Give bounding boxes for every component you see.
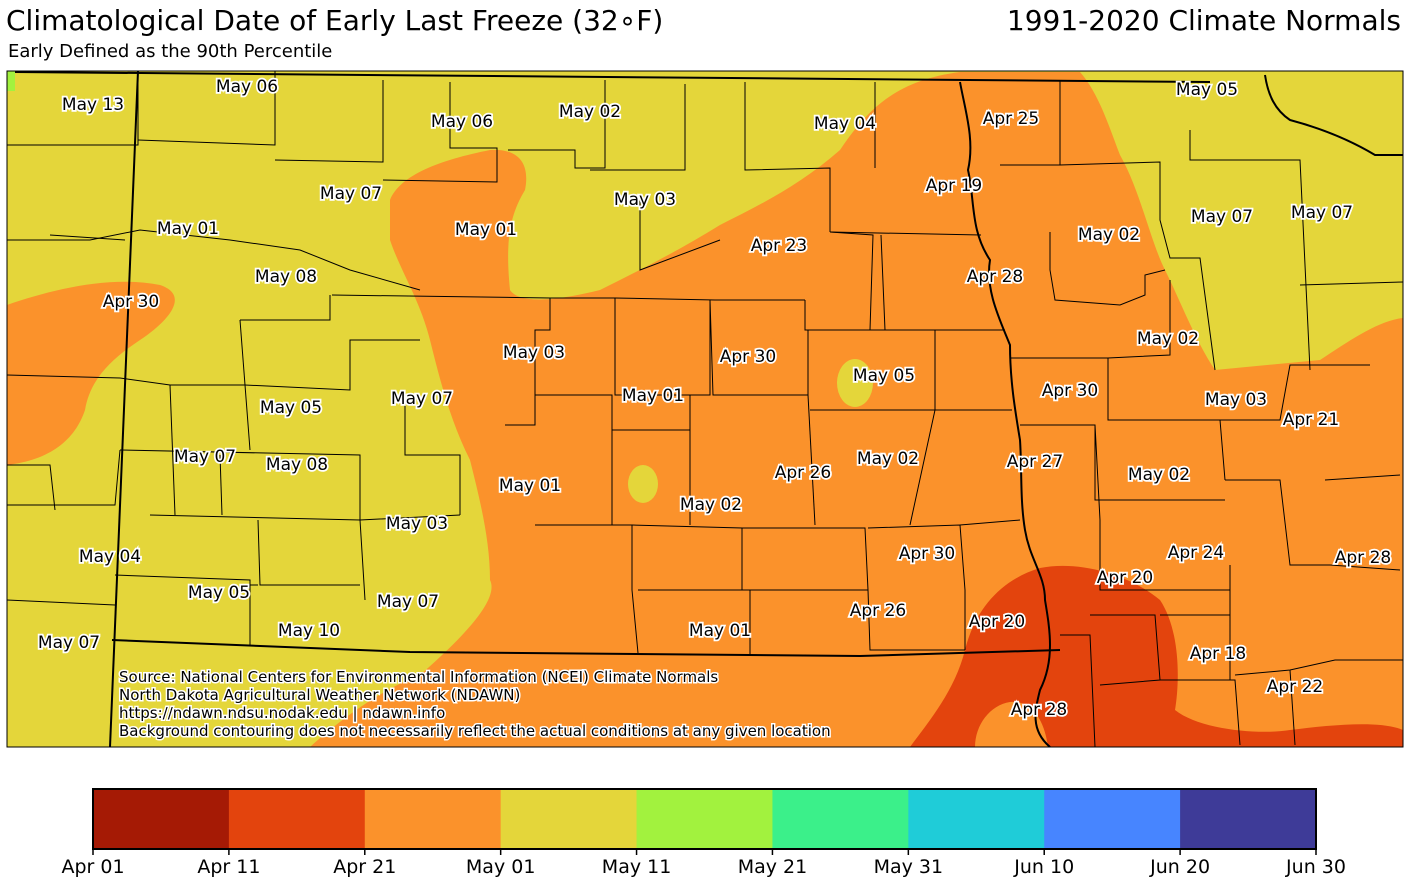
station-freeze-date-label: May 07 [1191, 207, 1253, 227]
station-freeze-date-label: May 01 [622, 386, 684, 406]
colorbar-bin [364, 789, 502, 849]
contour-apr21-may01-west [7, 281, 175, 465]
station-freeze-date-label: May 03 [1205, 390, 1267, 410]
source-line: North Dakota Agricultural Weather Networ… [119, 686, 520, 704]
colorbar-frame [92, 788, 1317, 850]
station-freeze-date-label: May 04 [814, 114, 876, 134]
colorbar-bin [1044, 789, 1181, 849]
source-line: https://ndawn.ndsu.nodak.edu | ndawn.inf… [119, 704, 445, 722]
colorbar-tick-label: Apr 01 [61, 856, 125, 878]
station-freeze-date-label: Apr 28 [1011, 700, 1067, 720]
station-freeze-date-label: May 07 [320, 184, 382, 204]
station-freeze-date-label: Apr 27 [1007, 452, 1063, 472]
station-freeze-date-label: May 08 [266, 455, 328, 475]
colorbar-bin [908, 789, 1045, 849]
station-freeze-date-label: May 03 [503, 343, 565, 363]
station-freeze-date-label: Apr 26 [850, 601, 906, 621]
colorbar-bin [1180, 789, 1317, 849]
station-freeze-date-label: Apr 19 [926, 176, 982, 196]
colorbar-tick-label: May 01 [465, 856, 536, 878]
station-freeze-date-label: Apr 30 [720, 347, 776, 367]
station-freeze-date-label: May 07 [38, 633, 100, 653]
station-freeze-date-label: Apr 28 [1335, 548, 1391, 568]
station-freeze-date-label: May 02 [680, 495, 742, 515]
station-freeze-date-label: May 01 [689, 621, 751, 641]
contour-apr11-apr21 [910, 565, 1403, 747]
colorbar-tick-label: Jun 20 [1150, 856, 1211, 878]
station-freeze-date-label: May 02 [857, 449, 919, 469]
station-freeze-date-label: Apr 30 [899, 544, 955, 564]
station-freeze-date-label: May 07 [1291, 203, 1353, 223]
station-freeze-date-label: May 08 [255, 267, 317, 287]
station-freeze-date-label: May 01 [499, 476, 561, 496]
station-freeze-date-label: May 02 [1137, 329, 1199, 349]
colorbar-tick-label: Apr 21 [333, 856, 397, 878]
station-freeze-date-label: Apr 24 [1168, 543, 1224, 563]
station-freeze-date-label: Apr 25 [983, 109, 1039, 129]
source-line: Background contouring does not necessari… [119, 722, 831, 740]
station-freeze-date-label: May 05 [260, 398, 322, 418]
county-boundaries [7, 71, 1403, 747]
station-freeze-date-label: May 06 [431, 112, 493, 132]
station-freeze-date-label: May 07 [377, 592, 439, 612]
station-freeze-date-label: May 05 [188, 583, 250, 603]
station-freeze-date-label: Apr 20 [969, 612, 1025, 632]
station-freeze-date-label: May 02 [1128, 465, 1190, 485]
map-frame [6, 70, 1404, 748]
station-freeze-date-label: Apr 18 [1190, 644, 1246, 664]
station-freeze-date-label: Apr 20 [1097, 568, 1153, 588]
station-freeze-date-label: May 03 [386, 514, 448, 534]
colorbar-bin [500, 789, 638, 849]
colorbar-tick-label: May 31 [873, 856, 944, 878]
colorbar-bin [228, 789, 366, 849]
station-freeze-date-label: Apr 21 [1283, 410, 1339, 430]
colorbar-tick-label: May 11 [601, 856, 672, 878]
station-freeze-date-label: May 05 [1176, 80, 1238, 100]
colorbar-tick-label: Jun 30 [1286, 856, 1346, 878]
station-freeze-date-label: Apr 23 [751, 236, 807, 256]
climate-normals-period: 1991-2020 Climate Normals [1006, 4, 1401, 37]
map-title: Climatological Date of Early Last Freeze… [6, 4, 664, 37]
source-line: Source: National Centers for Environment… [119, 668, 718, 686]
station-freeze-date-label: May 06 [216, 77, 278, 97]
map-subtitle: Early Defined as the 90th Percentile [8, 41, 333, 62]
colorbar-bin [636, 789, 773, 849]
station-freeze-date-label: Apr 30 [103, 292, 159, 312]
station-freeze-date-label: May 07 [174, 447, 236, 467]
station-freeze-date-label: May 02 [1078, 225, 1140, 245]
source-notes: Source: National Centers for Environment… [118, 667, 833, 742]
station-freeze-date-label: May 05 [853, 366, 915, 386]
station-freeze-date-label: Apr 30 [1042, 381, 1098, 401]
contour-hole-may05 [837, 359, 873, 407]
station-freeze-date-label: May 01 [157, 219, 219, 239]
station-freeze-date-label: May 04 [79, 547, 141, 567]
station-freeze-date-label: Apr 26 [775, 463, 831, 483]
state-borders [14, 71, 1403, 747]
colorbar-tick-label: Apr 11 [197, 856, 261, 878]
contour-may11-may21 [7, 71, 15, 91]
station-freeze-date-label: Apr 28 [967, 267, 1023, 287]
colorbar-tick-label: Jun 10 [1014, 856, 1075, 878]
colorbar-bin [772, 789, 909, 849]
contour-hole-may02 [628, 465, 658, 503]
colorbar [92, 788, 1317, 855]
colorbar-bin [93, 789, 230, 849]
station-labels: May 13 May 06 May 06 May 02 May 04 Apr 25 May … [36, 75, 1393, 722]
colorbar-tick-label: May 21 [737, 856, 808, 878]
station-freeze-date-label: May 07 [391, 389, 453, 409]
station-freeze-date-label: Apr 22 [1267, 677, 1323, 697]
contour-apr21-pocket [975, 701, 1048, 747]
station-freeze-date-label: May 03 [614, 190, 676, 210]
station-freeze-date-label: May 13 [62, 95, 124, 115]
station-freeze-date-label: May 02 [559, 102, 621, 122]
contour-layer [7, 71, 1403, 747]
station-freeze-date-label: May 01 [455, 220, 517, 240]
station-freeze-date-label: May 10 [278, 621, 340, 641]
